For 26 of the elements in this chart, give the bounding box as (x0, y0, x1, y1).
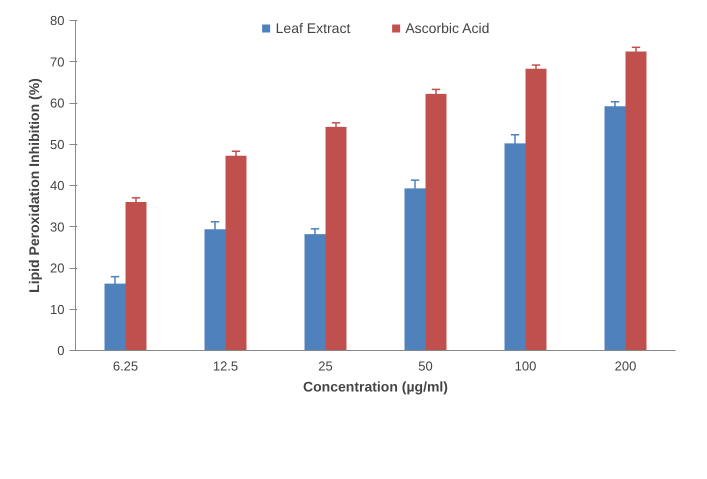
y-tick-label: 60 (50, 96, 65, 110)
y-tick-label: 70 (50, 54, 65, 70)
bar (226, 156, 246, 350)
bar (126, 202, 146, 350)
x-tick-label: 100 (514, 358, 536, 374)
bar (604, 106, 626, 350)
x-tick-label: 50 (418, 358, 433, 374)
x-tick-label: 25 (318, 358, 333, 374)
y-tick-label: 20 (50, 260, 65, 276)
bar (426, 94, 446, 350)
y-tick-label: 40 (50, 178, 65, 193)
legend-label: Ascorbic Acid (405, 20, 490, 36)
x-axis-title: Concentration (µg/ml) (303, 378, 448, 394)
y-tick-label: 10 (50, 302, 65, 317)
x-tick-label: 12.5 (212, 358, 238, 374)
y-tick-label: 30 (50, 219, 65, 234)
bar (326, 126, 346, 350)
y-axis-title: Lipid Peroxidation Inhibition (%) (26, 78, 42, 293)
legend-label: Leaf Extract (276, 20, 350, 36)
x-tick-label: 6.25 (112, 358, 138, 374)
y-tick-label: 0 (57, 343, 65, 358)
bar (626, 51, 646, 350)
y-tick-label: 80 (50, 13, 65, 28)
y-tick-label: 50 (50, 136, 65, 152)
x-tick-label: 200 (614, 358, 636, 374)
bar (526, 68, 546, 350)
